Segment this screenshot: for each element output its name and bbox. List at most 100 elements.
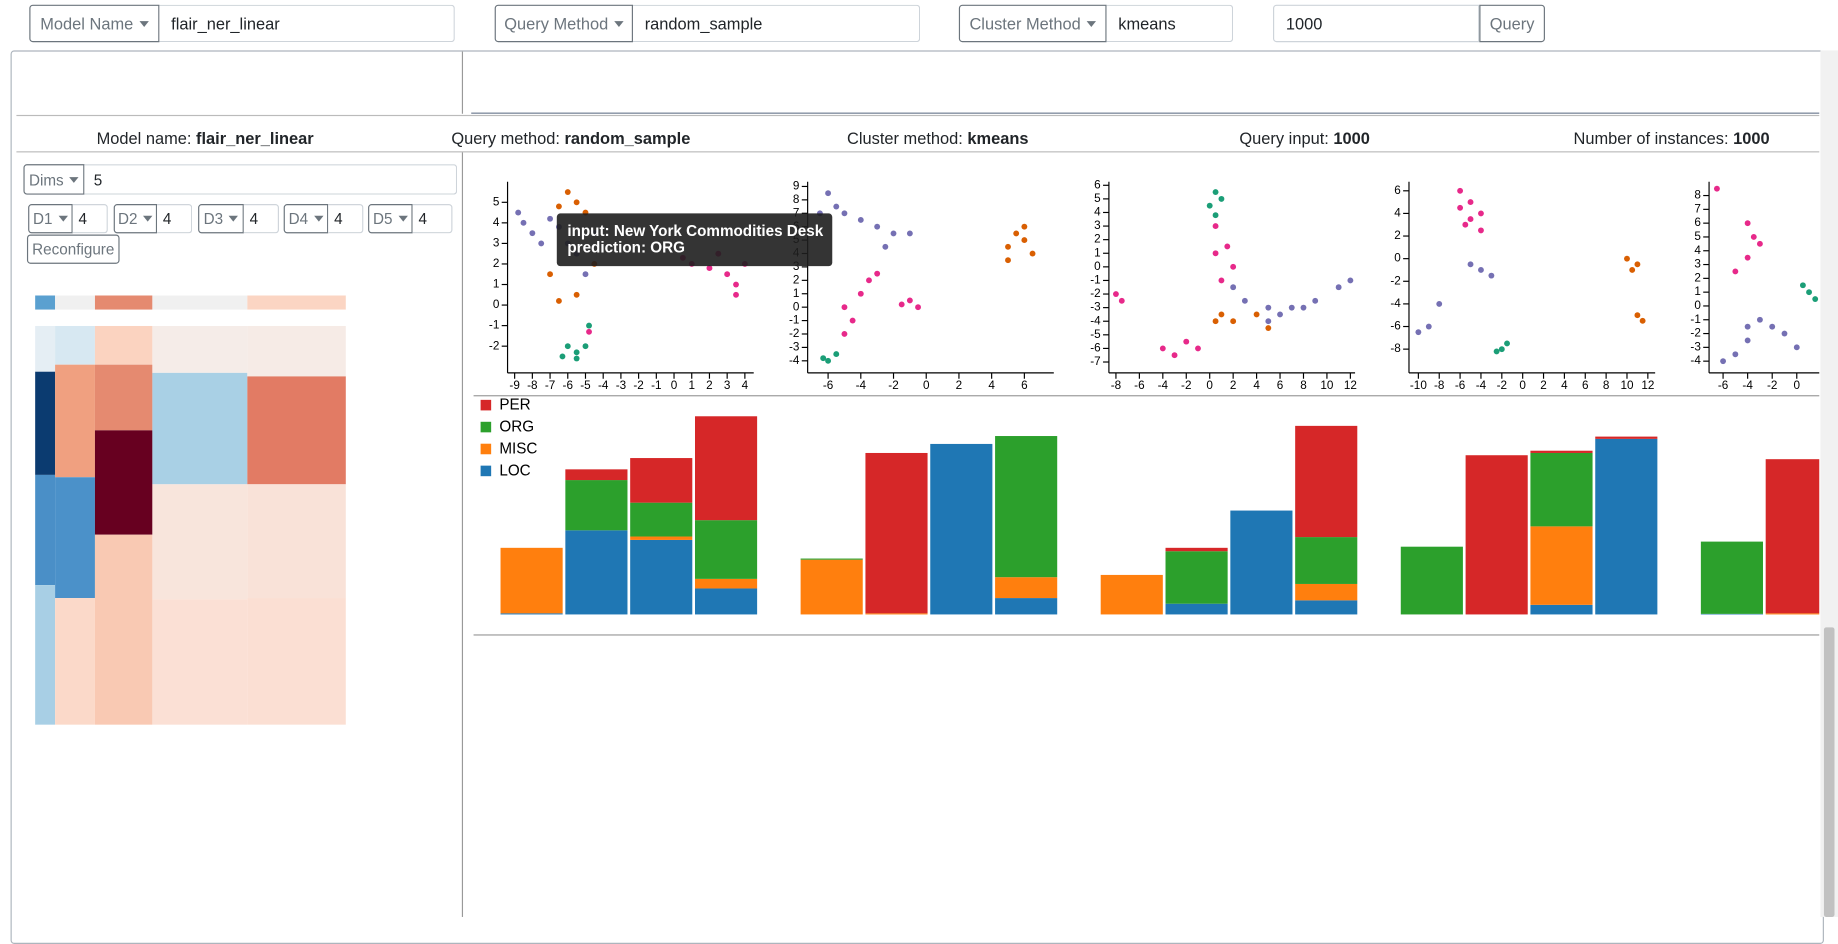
heatmap-cell — [55, 477, 95, 599]
y-tick-label: 4 — [493, 216, 500, 229]
x-tick-label: 0 — [1206, 379, 1213, 392]
y-tick-label: -1 — [789, 314, 799, 327]
bar-segment — [1295, 425, 1358, 538]
legend-label: LOC — [499, 463, 530, 480]
x-tick-label: 4 — [1561, 379, 1568, 392]
query-button[interactable]: Query — [1479, 4, 1545, 43]
scatter-point — [1781, 330, 1788, 337]
scatter-point — [1462, 221, 1469, 228]
scatter-point — [586, 328, 592, 335]
scrollbar-thumb[interactable] — [1823, 627, 1835, 917]
app: Model Name flair_ner_linear Query Method… — [0, 0, 1838, 917]
scatter-point — [906, 230, 913, 237]
scatter-point — [1183, 338, 1190, 345]
y-tick-label: 1 — [1094, 246, 1101, 259]
y-tick-label: 2 — [1094, 233, 1101, 246]
dim-input[interactable]: 4 — [243, 204, 279, 234]
x-tick-label: 0 — [923, 379, 930, 392]
scatter-point — [1457, 187, 1464, 194]
scatter-point — [1436, 300, 1443, 307]
y-tick-label: 2 — [793, 273, 800, 286]
bar-segment — [1530, 450, 1593, 453]
scatter-point — [1493, 348, 1500, 355]
scatter-point — [582, 343, 589, 350]
x-tick-label: -1 — [651, 379, 661, 392]
scatter-point — [1241, 297, 1248, 304]
bar-segment — [1295, 600, 1358, 615]
scatter-point — [1253, 311, 1260, 318]
divider — [471, 112, 1820, 114]
heatmap-cell — [152, 295, 248, 310]
scatter-point — [1720, 358, 1727, 365]
dim-input[interactable]: 4 — [412, 204, 453, 234]
heatmap-cell — [55, 364, 95, 478]
dims-input[interactable]: 5 — [84, 164, 458, 195]
y-tick-label: 5 — [493, 195, 500, 208]
summary-item: Model name: flair_ner_linear — [97, 129, 314, 148]
summary-item: Query method: random_sample — [451, 129, 690, 148]
y-tick-label: 3 — [493, 237, 500, 250]
scatter-point — [1347, 277, 1354, 284]
scatter-point — [898, 301, 905, 308]
dim-input[interactable]: 4 — [328, 204, 364, 234]
heatmap-cell — [35, 585, 56, 725]
model-name-dropdown[interactable]: Model Name — [29, 4, 160, 43]
heatmap-cell — [247, 484, 346, 599]
scatter-point — [1218, 195, 1225, 202]
bar-segment — [1530, 452, 1593, 527]
model-name-input[interactable]: flair_ner_linear — [159, 4, 455, 43]
query-method-input[interactable]: random_sample — [632, 4, 921, 43]
dims-dropdown[interactable]: Dims — [23, 164, 85, 195]
scatter-point — [559, 353, 566, 360]
dim-dropdown[interactable]: D5 — [368, 204, 413, 234]
y-tick-label: 7 — [1694, 202, 1701, 215]
scatter-point — [573, 291, 580, 298]
dim-dropdown[interactable]: D1 — [28, 204, 73, 234]
y-tick-label: -4 — [1090, 314, 1101, 327]
legend-swatch — [480, 465, 492, 477]
scatter-point — [841, 304, 848, 311]
x-tick-label: -4 — [856, 379, 867, 392]
scatter-point — [906, 297, 913, 304]
x-tick-label: 8 — [1603, 379, 1610, 392]
x-tick-label: -6 — [1718, 379, 1728, 392]
legend-label: ORG — [499, 419, 534, 436]
scatter-point — [582, 271, 589, 278]
dim-dropdown[interactable]: D3 — [198, 204, 244, 234]
cluster-method-dropdown[interactable]: Cluster Method — [958, 4, 1107, 43]
dim-dropdown[interactable]: D4 — [283, 204, 329, 234]
x-tick-label: 0 — [1519, 379, 1526, 392]
x-tick-label: -6 — [823, 379, 833, 392]
x-tick-label: 8 — [1300, 379, 1307, 392]
query-input[interactable]: 1000 — [1273, 4, 1480, 43]
query-method-dropdown[interactable]: Query Method — [494, 4, 633, 43]
reconfigure-button[interactable]: Reconfigure — [26, 234, 120, 264]
y-tick-label: 3 — [793, 260, 800, 273]
scatter-point — [1806, 289, 1812, 296]
divider — [473, 634, 1820, 636]
y-tick-label: -1 — [489, 319, 499, 332]
x-tick-label: -8 — [527, 379, 538, 392]
scatter-point — [1457, 204, 1464, 211]
scatter-point — [1265, 325, 1272, 331]
dim-input[interactable]: 4 — [72, 204, 108, 234]
x-tick-label: -2 — [633, 379, 643, 392]
x-tick-label: 6 — [1582, 379, 1589, 392]
x-tick-label: 4 — [742, 379, 749, 392]
cluster-method-input[interactable]: kmeans — [1106, 4, 1234, 43]
dim-input[interactable]: 4 — [157, 204, 193, 234]
scatter-point — [555, 298, 562, 304]
x-tick-label: 4 — [1253, 379, 1260, 392]
summary-item: Number of instances: 1000 — [1573, 129, 1769, 148]
y-tick-label: 6 — [1394, 184, 1401, 197]
divider — [461, 51, 464, 114]
bar-segment — [1165, 603, 1228, 615]
scatter-point — [1634, 312, 1641, 319]
bar-segment — [694, 520, 758, 579]
heatmap-cell — [94, 534, 153, 725]
dim-dropdown[interactable]: D2 — [113, 204, 158, 234]
x-tick-label: -9 — [509, 379, 519, 392]
scatter-point — [564, 343, 571, 350]
scatter-point — [1624, 255, 1630, 262]
